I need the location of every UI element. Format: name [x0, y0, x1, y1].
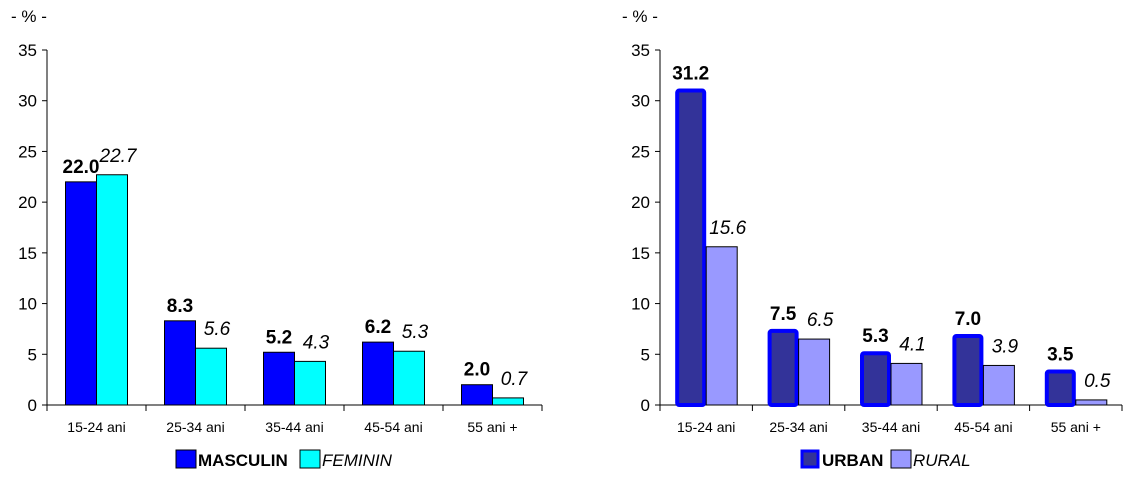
legend-label-urban: URBAN: [822, 451, 883, 470]
data-label-feminin: 5.6: [204, 319, 231, 340]
legend-label-feminin: FEMININ: [322, 451, 393, 470]
bar-masculin: [164, 320, 196, 406]
bar-masculin: [65, 181, 97, 406]
bar-rural: [982, 364, 1015, 406]
bar-masculin: [263, 351, 295, 406]
data-label-feminin: 5.3: [402, 322, 429, 343]
legend-label-masculin: MASCULIN: [198, 451, 288, 470]
y-tick-label: 15: [18, 244, 37, 263]
bar-rural: [705, 246, 738, 406]
data-label-urban: 7.0: [955, 309, 981, 330]
legend-swatch-masculin: [175, 449, 197, 469]
data-label-feminin: 0.7: [501, 369, 529, 390]
y-tick-label: 0: [641, 396, 650, 415]
x-tick-label: 55 ani +: [467, 419, 517, 435]
chart-gender: - % - 0 5 10 15 20 25 30 35 15-24 ani 22.022.7 25-3…: [11, 7, 543, 470]
bar-masculin: [362, 341, 394, 406]
bar-feminin: [96, 174, 128, 406]
legend-swatch-feminin: [299, 449, 321, 469]
data-label-rural: 3.9: [992, 336, 1019, 357]
data-label-rural: 6.5: [807, 310, 834, 331]
data-label-urban: 7.5: [770, 304, 797, 325]
data-label-rural: 15.6: [709, 218, 746, 239]
bar-urban: [860, 351, 891, 407]
x-tick-label: 35-44 ani: [265, 419, 323, 435]
y-tick-label: 30: [18, 92, 37, 111]
bar-urban: [767, 328, 799, 407]
legend: MASCULIN FEMININ: [175, 449, 393, 470]
bar-urban: [675, 88, 707, 408]
y-tick-label: 20: [18, 193, 37, 212]
data-label-masculin: 5.2: [266, 327, 292, 348]
x-tick-label: 45-54 ani: [954, 419, 1012, 435]
data-label-masculin: 2.0: [464, 360, 490, 381]
data-label-urban: 5.3: [862, 326, 888, 347]
y-tick-label: 25: [631, 142, 650, 161]
y-tick-label: 20: [631, 193, 650, 212]
x-tick-label: 45-54 ani: [364, 419, 422, 435]
legend-label-rural: RURAL: [913, 451, 971, 470]
data-label-masculin: 8.3: [167, 296, 193, 317]
x-tick-label: 25-34 ani: [166, 419, 224, 435]
bar-masculin: [461, 384, 493, 406]
bar-rural: [890, 362, 923, 406]
legend: URBAN RURAL: [800, 449, 971, 470]
bar-feminin: [294, 360, 326, 406]
data-label-urban: 31.2: [672, 64, 709, 85]
data-label-rural: 4.1: [899, 334, 925, 355]
legend-swatch-urban: [800, 449, 820, 469]
y-tick-label: 10: [631, 295, 650, 314]
y-axis-label: - % -: [622, 7, 658, 26]
y-tick-label: 30: [631, 92, 650, 111]
data-label-masculin: 22.0: [63, 157, 100, 178]
y-tick-label: 25: [18, 142, 37, 161]
x-tick-label: 55 ani +: [1051, 419, 1101, 435]
y-axis-label: - % -: [11, 7, 47, 26]
y-tick-label: 5: [28, 345, 37, 364]
x-tick-label: 25-34 ani: [769, 419, 827, 435]
data-label-feminin: 22.7: [99, 146, 138, 167]
y-tick-label: 35: [631, 41, 650, 60]
bar-feminin: [492, 397, 524, 406]
bar-rural: [1075, 399, 1108, 406]
x-tick-label: 15-24 ani: [677, 419, 735, 435]
x-tick-label: 35-44 ani: [862, 419, 920, 435]
bar-urban: [1044, 369, 1076, 407]
y-tick-label: 5: [641, 345, 650, 364]
y-tick-label: 0: [28, 396, 37, 415]
data-label-rural: 0.5: [1084, 371, 1111, 392]
data-label-masculin: 6.2: [365, 317, 391, 338]
bar-feminin: [393, 350, 425, 406]
bar-urban: [952, 334, 984, 407]
y-tick-label: 15: [631, 244, 650, 263]
y-tick-label: 10: [18, 295, 37, 314]
chart-residence: - % - 0 5 10 15 20 25 30 35 15-24 ani 31.2 15.6 25-3…: [622, 7, 1123, 470]
data-label-feminin: 4.3: [303, 332, 330, 353]
x-tick-label: 15-24 ani: [67, 419, 125, 435]
bar-feminin: [195, 347, 227, 406]
legend-swatch-rural: [890, 449, 912, 469]
bar-rural: [798, 338, 831, 406]
y-tick-label: 35: [18, 41, 37, 60]
data-label-urban: 3.5: [1047, 345, 1074, 366]
